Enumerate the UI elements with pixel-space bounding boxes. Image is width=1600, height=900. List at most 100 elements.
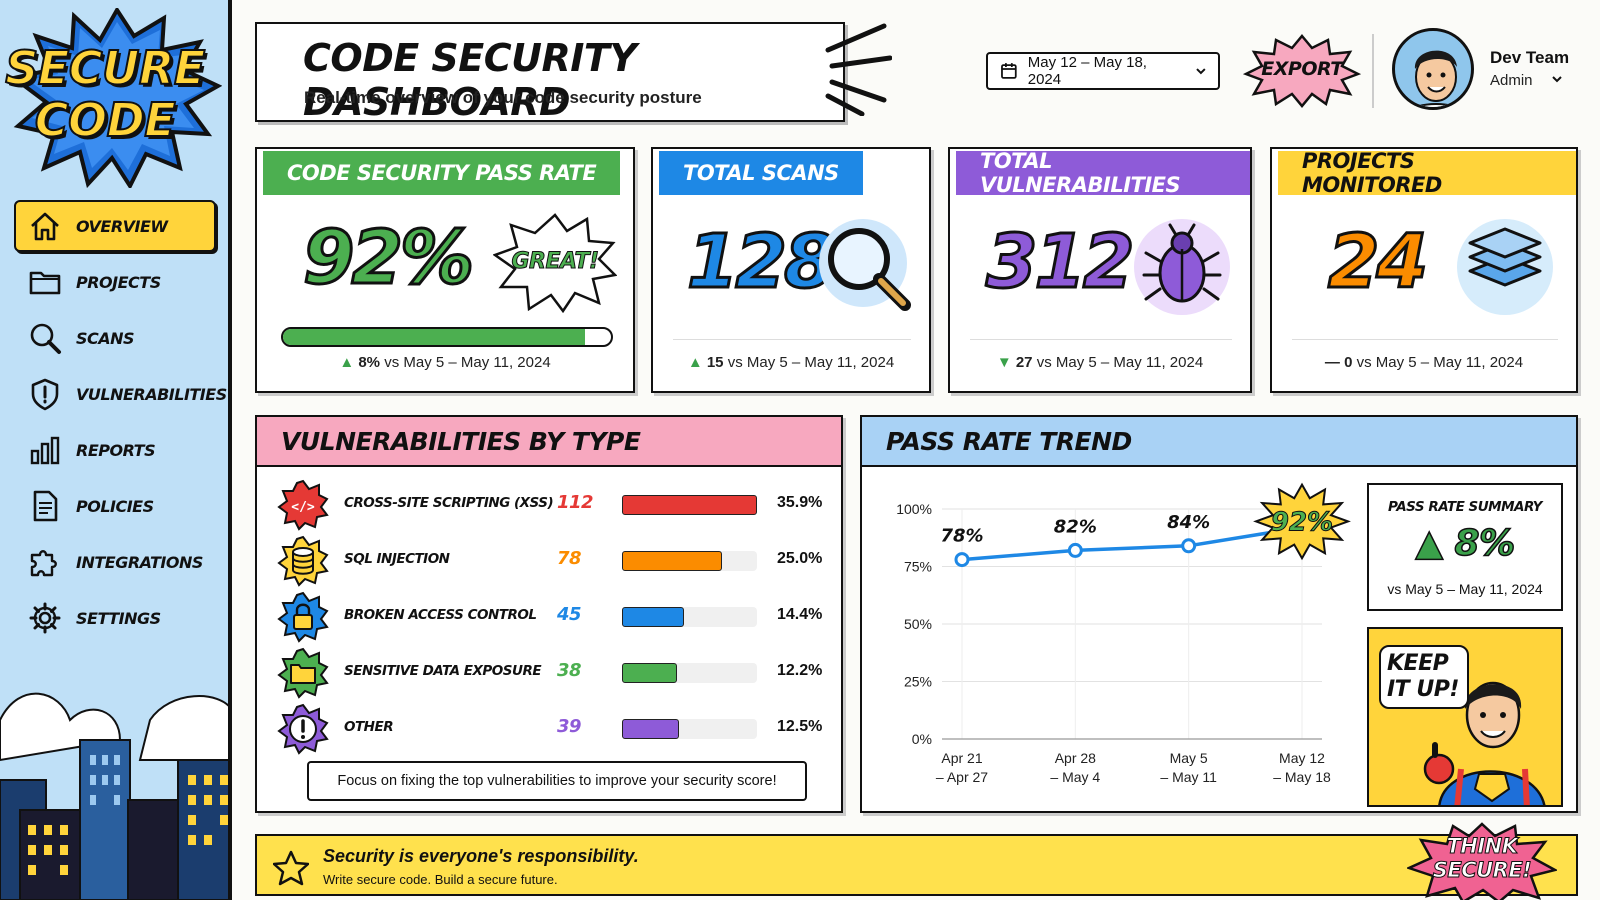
card-divider xyxy=(1292,339,1558,340)
projects-monitored-delta: — 0 vs May 5 – May 11, 2024 xyxy=(1272,354,1576,371)
sidebar-nav: OVERVIEW PROJECTS SCANS VULNERABILITIES … xyxy=(14,200,227,648)
delta-compare: vs May 5 – May 11, 2024 xyxy=(384,354,551,371)
document-icon xyxy=(33,490,58,522)
think-secure-burst-shape xyxy=(1407,822,1557,900)
up-arrow-icon: ▲ xyxy=(339,354,355,371)
vulnerability-count: 112 xyxy=(557,492,594,513)
folder-icon xyxy=(29,271,61,295)
total-scans-delta: ▲ 15 vs May 5 – May 11, 2024 xyxy=(653,354,929,371)
vulnerability-bar-track xyxy=(622,663,757,683)
pass-rate-line-chart: 0% 25% 50% 75% 100% Apr 21 – Apr 27 Apr 28 – May… xyxy=(896,482,1351,785)
data-label: 84% xyxy=(1167,512,1210,533)
card-title: TOTAL VULNERABILITIES xyxy=(956,149,1250,197)
panel-title: PASS RATE TREND xyxy=(886,427,1132,456)
sidebar: SECURE CODE OVERVIEW PROJECTS SCANS VULNE… xyxy=(0,0,232,900)
vulnerability-bar-fill xyxy=(622,663,678,683)
user-name: Dev Team xyxy=(1490,48,1570,67)
data-point xyxy=(954,552,970,568)
vulnerability-row-other[interactable]: OTHER 39 12.5% xyxy=(277,703,832,755)
vulnerability-row-sensitive-data-exposure[interactable]: SENSITIVE DATA EXPOSURE 38 12.2% xyxy=(277,647,832,699)
pass-rate-trend-panel: PASS RATE TREND 0% 25% 50% 75% 100% Apr 21 – A… xyxy=(860,415,1578,813)
vulnerability-count: 45 xyxy=(557,604,582,625)
vulnerability-name: OTHER xyxy=(344,719,394,735)
vulnerability-bar-fill xyxy=(622,719,679,739)
delta-compare: vs May 5 – May 11, 2024 xyxy=(1356,354,1524,371)
x-tick-label: – May 11 xyxy=(1160,769,1217,785)
puzzle-icon xyxy=(30,550,57,577)
bar-chart-icon xyxy=(30,436,60,465)
vulnerability-row-broken-access-control[interactable]: BROKEN ACCESS CONTROL 45 14.4% xyxy=(277,591,832,643)
think-secure-badge: THINK SECURE! xyxy=(1407,822,1557,900)
exclamation-icon xyxy=(277,703,329,755)
vulnerability-percent: 14.4% xyxy=(777,606,823,623)
vulnerability-row-sql-injection[interactable]: SQL INJECTION 78 25.0% xyxy=(277,535,832,587)
export-burst-shape xyxy=(1242,34,1362,108)
up-arrow-icon: ▲ xyxy=(1415,522,1444,565)
export-button[interactable]: EXPORT xyxy=(1242,32,1362,108)
logo-burst xyxy=(12,8,222,188)
chevron-down-icon xyxy=(1551,76,1562,83)
summary-value-text: 8% xyxy=(1454,522,1516,565)
card-title: TOTAL SCANS xyxy=(659,151,863,195)
sidebar-item-settings[interactable]: SETTINGS xyxy=(14,592,216,644)
vulnerability-percent: 25.0% xyxy=(777,550,823,567)
total-scans-card: TOTAL SCANS 128 ▲ 15 vs May 5 – May 11, … xyxy=(651,147,931,393)
home-icon xyxy=(31,212,59,241)
sidebar-item-label: SCANS xyxy=(76,328,135,348)
vulnerability-percent: 35.9% xyxy=(777,494,823,511)
vulnerability-count: 39 xyxy=(557,716,582,737)
sidebar-item-integrations[interactable]: INTEGRATIONS xyxy=(14,536,216,588)
page-subtitle: Real-time overview of your code security… xyxy=(304,88,702,107)
card-title: CODE SECURITY PASS RATE xyxy=(263,151,621,195)
vulnerability-bar-track xyxy=(622,719,757,739)
pass-rate-progress-fill xyxy=(283,329,585,345)
x-tick-label: May 12 xyxy=(1279,750,1325,766)
sidebar-item-vulnerabilities[interactable]: VULNERABILITIES xyxy=(14,368,227,420)
vulnerability-name: CROSS-SITE SCRIPTING (XSS) xyxy=(344,495,554,511)
export-label: EXPORT xyxy=(1261,58,1343,80)
total-vulnerabilities-delta: ▼ 27 vs May 5 – May 11, 2024 xyxy=(950,354,1250,371)
database-icon xyxy=(277,535,329,587)
footer-subtitle: Write secure code. Build a secure future… xyxy=(323,872,558,887)
sidebar-item-label: INTEGRATIONS xyxy=(76,552,203,572)
delta-value: 27 xyxy=(1015,354,1033,371)
x-tick-label: – May 18 xyxy=(1273,769,1331,785)
avatar[interactable] xyxy=(1392,28,1474,110)
sidebar-item-policies[interactable]: POLICIES xyxy=(14,480,216,532)
search-icon xyxy=(30,323,61,354)
vulnerability-name: SQL INJECTION xyxy=(344,551,450,567)
vulnerability-bar-track xyxy=(622,495,757,515)
sidebar-item-label: PROJECTS xyxy=(76,272,161,292)
bug-icon xyxy=(1134,219,1230,315)
title-banner: CODE SECURITY DASHBOARD Real-time overvi… xyxy=(255,22,845,124)
magnifier-icon xyxy=(819,219,911,311)
sidebar-item-label: REPORTS xyxy=(76,440,156,460)
panel-header: VULNERABILITIES BY TYPE xyxy=(257,417,841,467)
panel-header: PASS RATE TREND xyxy=(862,417,1576,467)
delta-compare: vs May 5 – May 11, 2024 xyxy=(1036,354,1204,371)
sidebar-item-scans[interactable]: SCANS xyxy=(14,312,216,364)
superhero-icon xyxy=(1423,681,1546,805)
vulnerability-row-xss[interactable]: </> CROSS-SITE SCRIPTING (XSS) 112 35.9% xyxy=(277,479,832,531)
y-tick-label: 75% xyxy=(904,559,932,575)
great-burst-shape xyxy=(493,213,617,313)
sidebar-item-reports[interactable]: REPORTS xyxy=(14,424,216,476)
y-tick-label: 0% xyxy=(912,731,932,747)
delta-compare: vs May 5 – May 11, 2024 xyxy=(727,354,895,371)
sidebar-item-overview[interactable]: OVERVIEW xyxy=(14,200,216,252)
great-badge-label: GREAT! xyxy=(511,249,600,275)
speed-lines-decoration xyxy=(825,23,892,116)
superhero-illustration: KEEP IT UP! xyxy=(1367,627,1563,807)
data-label-burst xyxy=(1253,482,1351,561)
page-title: CODE SECURITY DASHBOARD xyxy=(303,36,637,124)
summary-compare: vs May 5 – May 11, 2024 xyxy=(1387,581,1543,597)
data-label: 82% xyxy=(1054,516,1097,537)
date-range-value: May 12 – May 18, 2024 xyxy=(1027,54,1147,88)
sidebar-item-projects[interactable]: PROJECTS xyxy=(14,256,216,308)
card-divider xyxy=(970,339,1232,340)
footer-banner: Security is everyone's responsibility. W… xyxy=(255,822,1578,900)
y-tick-label: 100% xyxy=(896,501,932,517)
date-range-picker[interactable]: May 12 – May 18, 2024 xyxy=(986,52,1220,90)
user-role-dropdown[interactable]: Admin xyxy=(1490,72,1563,89)
user-role-value: Admin xyxy=(1490,72,1533,89)
